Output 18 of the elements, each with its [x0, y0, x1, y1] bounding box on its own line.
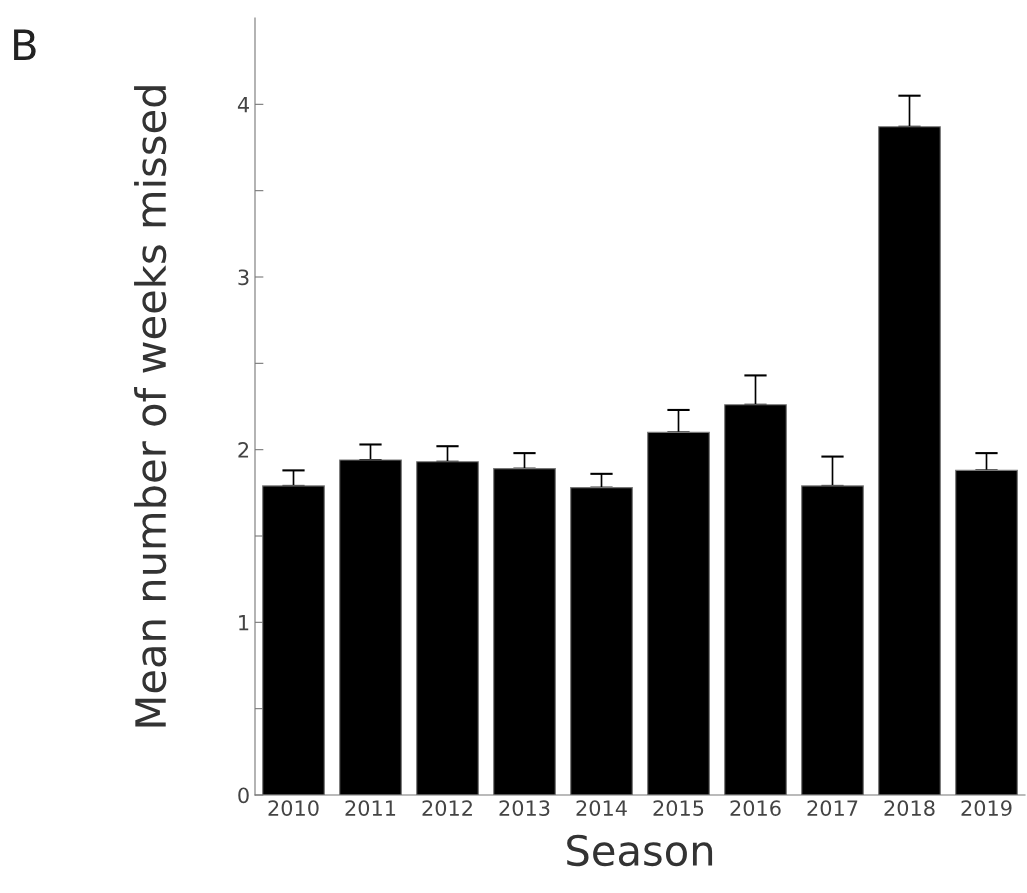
- y-tick-label: 1: [239, 615, 249, 631]
- y-tick-label: 2: [238, 442, 249, 458]
- x-tick-label: 2011: [345, 800, 396, 816]
- x-tick-label: 2016: [730, 800, 781, 816]
- x-tick-label: 2019: [961, 800, 1012, 816]
- y-tick-label: 0: [238, 787, 249, 804]
- x-tick-label: 2014: [576, 800, 627, 816]
- x-axis-title: Season: [567, 834, 713, 867]
- y-tick-label: 4: [237, 97, 249, 113]
- x-tick-label: 2012: [422, 800, 472, 816]
- x-tick-label: 2010: [268, 800, 319, 816]
- text: B: [14, 29, 36, 60]
- y-tick-label: 3: [238, 269, 249, 286]
- x-tick-label: 2017: [807, 800, 858, 816]
- x-tick-label: 2013: [499, 800, 550, 816]
- y-axis-title: Mean number of weeks missed: [134, 86, 167, 727]
- x-tick-label: 2018: [884, 800, 935, 816]
- x-tick-label: 2015: [653, 800, 704, 816]
